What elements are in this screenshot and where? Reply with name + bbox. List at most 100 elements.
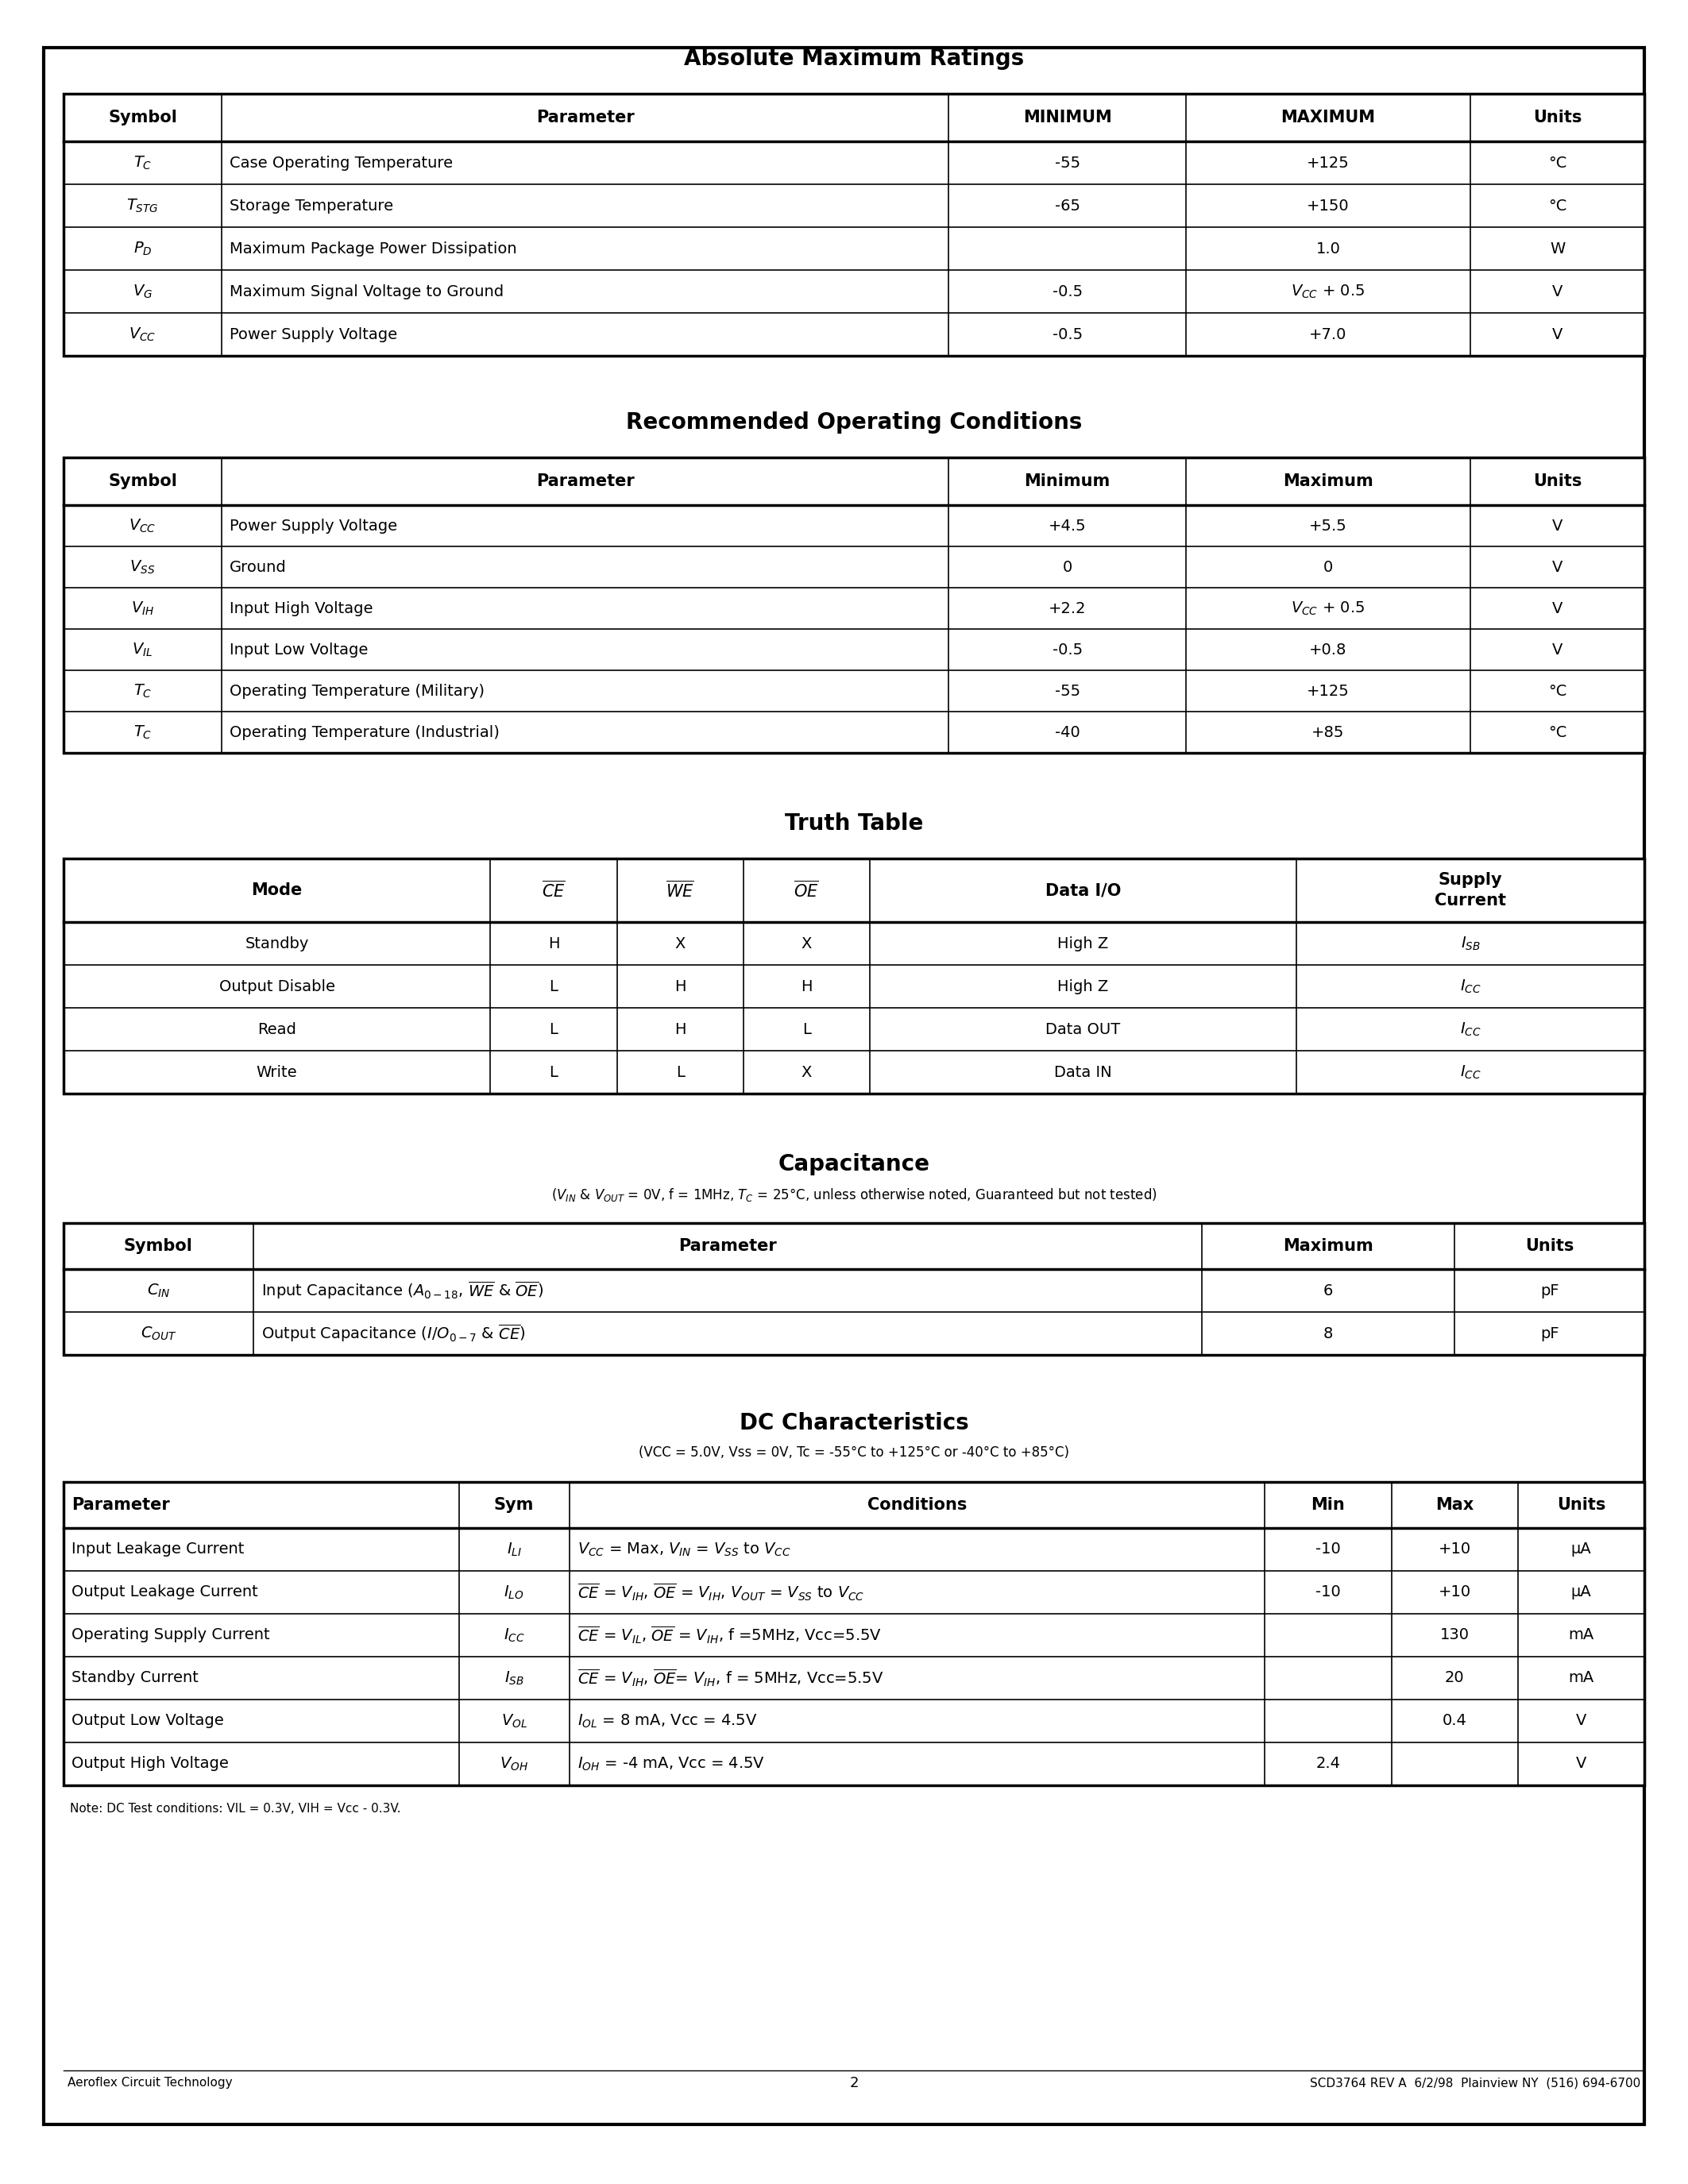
Text: Truth Table: Truth Table bbox=[785, 812, 923, 834]
Text: V: V bbox=[1577, 1756, 1587, 1771]
Text: Parameter: Parameter bbox=[71, 1496, 170, 1514]
Text: DC Characteristics: DC Characteristics bbox=[739, 1413, 969, 1435]
Text: H: H bbox=[549, 937, 559, 950]
Text: V: V bbox=[1551, 601, 1563, 616]
Text: $I_{CC}$: $I_{CC}$ bbox=[1460, 978, 1480, 996]
Text: °C: °C bbox=[1548, 725, 1566, 740]
Text: °C: °C bbox=[1548, 199, 1566, 214]
Text: Output Low Voltage: Output Low Voltage bbox=[71, 1714, 225, 1728]
Text: L: L bbox=[549, 1064, 559, 1079]
Text: 2: 2 bbox=[849, 2077, 859, 2090]
Text: -40: -40 bbox=[1055, 725, 1080, 740]
Bar bbox=[64, 858, 1644, 1094]
Text: Standby: Standby bbox=[245, 937, 309, 950]
Text: Parameter: Parameter bbox=[679, 1238, 776, 1254]
Text: V: V bbox=[1551, 559, 1563, 574]
Text: $I_{SB}$: $I_{SB}$ bbox=[505, 1669, 523, 1686]
Text: -10: -10 bbox=[1315, 1542, 1340, 1557]
Bar bbox=[64, 456, 1644, 753]
Text: H: H bbox=[800, 978, 812, 994]
Text: pF: pF bbox=[1539, 1326, 1558, 1341]
Text: $V_{OH}$: $V_{OH}$ bbox=[500, 1756, 528, 1773]
Text: Output Leakage Current: Output Leakage Current bbox=[71, 1586, 258, 1601]
Text: Parameter: Parameter bbox=[537, 474, 635, 489]
Text: Input Leakage Current: Input Leakage Current bbox=[71, 1542, 245, 1557]
Text: Absolute Maximum Ratings: Absolute Maximum Ratings bbox=[684, 48, 1025, 70]
Text: $V_{CC}$: $V_{CC}$ bbox=[128, 325, 157, 343]
Text: Units: Units bbox=[1556, 1496, 1605, 1514]
Text: $\overline{CE}$ = $V_{IH}$, $\overline{OE}$= $V_{IH}$, f = 5MHz, Vcc=5.5V: $\overline{CE}$ = $V_{IH}$, $\overline{O… bbox=[577, 1669, 883, 1688]
Text: $P_D$: $P_D$ bbox=[133, 240, 152, 258]
Text: V: V bbox=[1577, 1714, 1587, 1728]
Text: Sym: Sym bbox=[495, 1496, 533, 1514]
Text: -65: -65 bbox=[1055, 199, 1080, 214]
Text: Note: DC Test conditions: VIL = 0.3V, VIH = Vcc - 0.3V.: Note: DC Test conditions: VIL = 0.3V, VI… bbox=[69, 1802, 400, 1815]
Text: $V_{IH}$: $V_{IH}$ bbox=[132, 601, 154, 616]
Text: +10: +10 bbox=[1438, 1586, 1470, 1601]
Text: $\overline{CE}$ = $V_{IL}$, $\overline{OE}$ = $V_{IH}$, f =5MHz, Vcc=5.5V: $\overline{CE}$ = $V_{IL}$, $\overline{O… bbox=[577, 1625, 881, 1645]
Text: L: L bbox=[802, 1022, 810, 1037]
Text: 0.4: 0.4 bbox=[1442, 1714, 1467, 1728]
Text: $I_{LI}$: $I_{LI}$ bbox=[506, 1542, 522, 1557]
Text: Parameter: Parameter bbox=[537, 109, 635, 124]
Text: Recommended Operating Conditions: Recommended Operating Conditions bbox=[626, 411, 1082, 435]
Text: Output Disable: Output Disable bbox=[219, 978, 334, 994]
Text: (VCC = 5.0V, Vss = 0V, Tc = -55°C to +125°C or -40°C to +85°C): (VCC = 5.0V, Vss = 0V, Tc = -55°C to +12… bbox=[638, 1446, 1069, 1459]
Text: °C: °C bbox=[1548, 155, 1566, 170]
Text: Operating Supply Current: Operating Supply Current bbox=[71, 1627, 270, 1642]
Text: Maximum: Maximum bbox=[1283, 474, 1374, 489]
Text: Operating Temperature (Industrial): Operating Temperature (Industrial) bbox=[230, 725, 500, 740]
Text: H: H bbox=[674, 978, 685, 994]
Text: +7.0: +7.0 bbox=[1310, 328, 1347, 343]
Text: Data IN: Data IN bbox=[1055, 1064, 1112, 1079]
Text: °C: °C bbox=[1548, 684, 1566, 699]
Text: Max: Max bbox=[1435, 1496, 1474, 1514]
Text: +5.5: +5.5 bbox=[1310, 518, 1347, 533]
Text: $V_G$: $V_G$ bbox=[133, 284, 152, 299]
Text: +125: +125 bbox=[1307, 684, 1349, 699]
Text: Maximum Package Power Dissipation: Maximum Package Power Dissipation bbox=[230, 240, 517, 256]
Text: Read: Read bbox=[258, 1022, 297, 1037]
Text: $C_{IN}$: $C_{IN}$ bbox=[147, 1282, 170, 1299]
Text: X: X bbox=[675, 937, 685, 950]
Text: +4.5: +4.5 bbox=[1048, 518, 1087, 533]
Text: 1.0: 1.0 bbox=[1317, 240, 1340, 256]
Text: V: V bbox=[1551, 642, 1563, 657]
Text: MINIMUM: MINIMUM bbox=[1023, 109, 1112, 124]
Text: +2.2: +2.2 bbox=[1048, 601, 1085, 616]
Text: $T_C$: $T_C$ bbox=[133, 681, 152, 699]
Text: 20: 20 bbox=[1445, 1671, 1465, 1686]
Text: $T_{STG}$: $T_{STG}$ bbox=[127, 197, 159, 214]
Text: $C_{OUT}$: $C_{OUT}$ bbox=[140, 1326, 177, 1341]
Text: -55: -55 bbox=[1055, 155, 1080, 170]
Text: Supply
Current: Supply Current bbox=[1435, 871, 1506, 909]
Text: $I_{CC}$: $I_{CC}$ bbox=[1460, 1064, 1480, 1081]
Text: Aeroflex Circuit Technology: Aeroflex Circuit Technology bbox=[68, 2077, 233, 2090]
Text: $\overline{OE}$: $\overline{OE}$ bbox=[793, 880, 819, 900]
Text: L: L bbox=[549, 978, 559, 994]
Text: +10: +10 bbox=[1438, 1542, 1470, 1557]
Text: L: L bbox=[675, 1064, 684, 1079]
Text: Mode: Mode bbox=[252, 882, 302, 898]
Text: Standby Current: Standby Current bbox=[71, 1671, 199, 1686]
Text: ($V_{IN}$ & $V_{OUT}$ = 0V, f = 1MHz, $T_C$ = 25°C, unless otherwise noted, Guar: ($V_{IN}$ & $V_{OUT}$ = 0V, f = 1MHz, $T… bbox=[550, 1186, 1156, 1203]
Text: $V_{CC}$ + 0.5: $V_{CC}$ + 0.5 bbox=[1291, 284, 1366, 299]
Text: Storage Temperature: Storage Temperature bbox=[230, 199, 393, 214]
Text: 6: 6 bbox=[1323, 1282, 1334, 1297]
Text: Data I/O: Data I/O bbox=[1045, 882, 1121, 898]
Text: High Z: High Z bbox=[1058, 937, 1109, 950]
Text: +125: +125 bbox=[1307, 155, 1349, 170]
Text: Output Capacitance ($I/O_{0-7}$ & $\overline{CE}$): Output Capacitance ($I/O_{0-7}$ & $\over… bbox=[262, 1324, 525, 1343]
Text: Min: Min bbox=[1312, 1496, 1345, 1514]
Text: Data OUT: Data OUT bbox=[1045, 1022, 1121, 1037]
Text: Units: Units bbox=[1533, 474, 1582, 489]
Text: -0.5: -0.5 bbox=[1052, 328, 1082, 343]
Text: +0.8: +0.8 bbox=[1310, 642, 1347, 657]
Text: mA: mA bbox=[1568, 1627, 1593, 1642]
Text: $\overline{WE}$: $\overline{WE}$ bbox=[665, 880, 694, 900]
Text: +150: +150 bbox=[1307, 199, 1349, 214]
Text: V: V bbox=[1551, 328, 1563, 343]
Text: MAXIMUM: MAXIMUM bbox=[1281, 109, 1376, 124]
Text: Capacitance: Capacitance bbox=[778, 1153, 930, 1175]
Bar bbox=[64, 1483, 1644, 1784]
